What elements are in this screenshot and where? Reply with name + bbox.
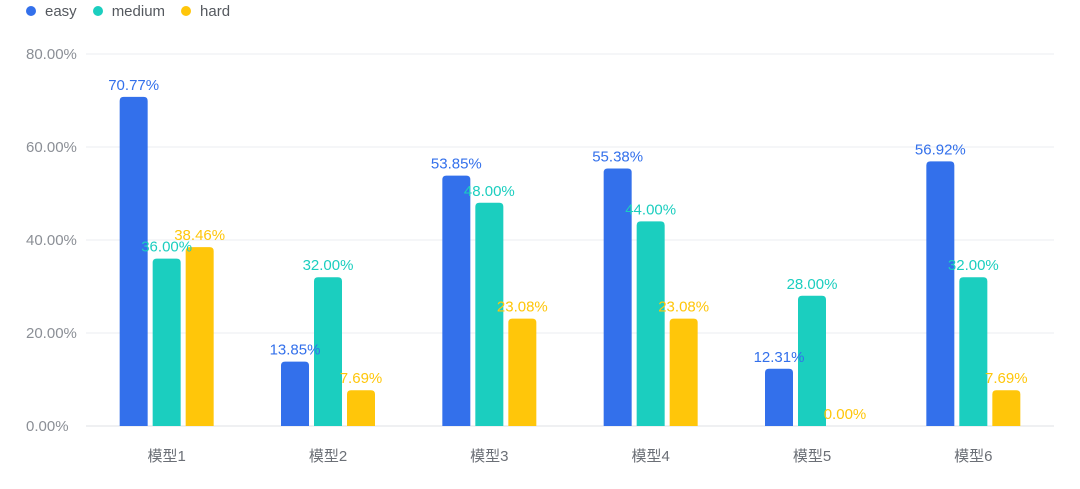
y-tick-label: 0.00%	[26, 418, 69, 435]
legend-label: hard	[200, 2, 231, 20]
chart-legend: easy medium hard	[26, 2, 246, 20]
value-label-medium: 44.00%	[625, 201, 676, 218]
bar-easy-1[interactable]	[119, 96, 148, 427]
bar-medium-6[interactable]	[959, 277, 988, 426]
x-category-label: 模型4	[631, 448, 669, 465]
bar-hard-2[interactable]	[347, 390, 375, 426]
bar-medium-3[interactable]	[475, 202, 504, 426]
legend-item-hard[interactable]: hard	[181, 3, 230, 20]
legend-label: medium	[111, 2, 166, 20]
bar-easy-6[interactable]	[926, 161, 955, 426]
bar-easy-3[interactable]	[442, 175, 471, 426]
value-label-hard: 23.08%	[658, 299, 709, 316]
legend-dot-easy	[26, 6, 36, 16]
bar-hard-1[interactable]	[185, 247, 214, 426]
value-label-medium: 28.00%	[787, 276, 838, 293]
value-label-easy: 70.77%	[108, 77, 159, 94]
bar-medium-5[interactable]	[798, 295, 826, 426]
value-label-easy: 13.85%	[270, 342, 321, 359]
value-label-easy: 53.85%	[431, 156, 482, 173]
legend-label: easy	[45, 2, 77, 20]
y-tick-label: 20.00%	[26, 325, 77, 342]
value-label-medium: 48.00%	[464, 183, 515, 200]
bar-easy-4[interactable]	[603, 168, 632, 426]
y-tick-label: 40.00%	[26, 232, 77, 249]
bar-easy-2[interactable]	[281, 361, 309, 426]
legend-dot-hard	[181, 6, 192, 16]
bar-easy-5[interactable]	[765, 368, 793, 426]
bar-hard-3[interactable]	[508, 318, 537, 426]
legend-dot-medium	[92, 6, 103, 16]
x-category-label: 模型5	[793, 448, 831, 465]
value-label-easy: 55.38%	[592, 148, 643, 165]
value-label-hard: 7.69%	[340, 370, 383, 387]
value-label-hard: 0.00%	[824, 406, 867, 423]
value-label-medium: 32.00%	[303, 257, 354, 274]
x-category-label: 模型3	[470, 448, 508, 465]
bar-medium-4[interactable]	[636, 221, 665, 426]
bar-medium-2[interactable]	[314, 277, 342, 426]
bar-hard-6[interactable]	[992, 390, 1021, 426]
value-label-easy: 56.92%	[915, 141, 966, 158]
value-label-medium: 32.00%	[948, 257, 999, 274]
bar-hard-4[interactable]	[669, 318, 698, 426]
value-label-easy: 12.31%	[754, 349, 805, 366]
x-category-label: 模型1	[147, 448, 185, 465]
watermark-text: 公众号 · 新智元	[838, 434, 955, 453]
value-label-hard: 7.69%	[985, 370, 1028, 387]
value-label-medium: 36.00%	[141, 239, 192, 256]
y-tick-label: 60.00%	[26, 139, 77, 156]
legend-item-medium[interactable]: medium	[92, 2, 166, 20]
y-tick-label: 80.00%	[26, 46, 77, 63]
x-category-label: 模型6	[954, 448, 992, 465]
legend-item-easy[interactable]: easy	[26, 3, 77, 20]
bar-medium-1[interactable]	[152, 258, 181, 426]
x-category-label: 模型2	[309, 448, 347, 465]
value-label-hard: 38.46%	[174, 227, 225, 244]
value-label-hard: 23.08%	[497, 299, 548, 316]
